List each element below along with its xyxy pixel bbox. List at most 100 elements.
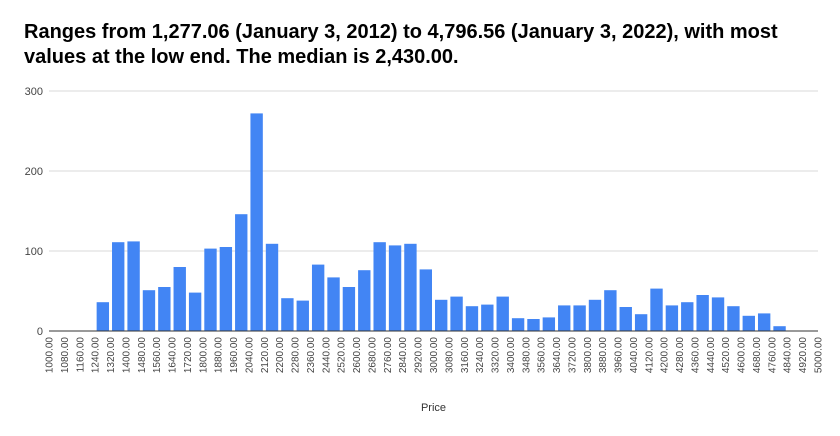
bar [496, 296, 509, 331]
x-tick-label: 3880.00 [598, 337, 609, 374]
y-tick-label: 200 [25, 166, 43, 178]
x-tick-label: 4200.00 [660, 337, 671, 374]
bar [388, 245, 402, 331]
x-tick-label: 3560.00 [537, 337, 548, 374]
y-axis-ticks: 0 100 200 300 [25, 86, 43, 338]
bar [542, 317, 556, 331]
x-tick-label: 4760.00 [767, 337, 778, 374]
x-tick-label: 1240.00 [91, 337, 102, 374]
bar [558, 305, 571, 331]
bar [142, 290, 156, 331]
bar [327, 277, 340, 331]
x-tick-label: 4360.00 [690, 337, 701, 374]
x-tick-label: 4600.00 [737, 337, 748, 374]
x-tick-label: 2600.00 [352, 337, 363, 374]
x-tick-label: 2440.00 [321, 337, 332, 374]
x-tick-label: 3960.00 [614, 337, 625, 374]
x-tick-label: 3400.00 [506, 337, 517, 374]
x-tick-label: 1160.00 [75, 337, 86, 373]
x-tick-label: 4520.00 [721, 337, 732, 374]
x-tick-label: 3640.00 [552, 337, 563, 374]
bar [373, 242, 386, 331]
bar [250, 113, 263, 332]
bar [219, 247, 233, 331]
bar [773, 326, 786, 331]
x-tick-label: 2280.00 [291, 337, 302, 374]
bar [311, 264, 325, 331]
x-tick-label: 1560.00 [152, 337, 163, 374]
bar [511, 318, 525, 331]
bar [450, 296, 463, 331]
x-tick-label: 3240.00 [475, 337, 486, 374]
bar [281, 298, 294, 331]
x-tick-label: 3720.00 [567, 337, 578, 374]
x-tick-label: 3320.00 [491, 337, 502, 374]
bar [481, 304, 494, 331]
x-tick-label: 4440.00 [706, 337, 717, 374]
gridlines [49, 90, 818, 252]
x-tick-label: 4040.00 [629, 337, 640, 374]
bar [235, 214, 248, 331]
x-tick-label: 1640.00 [168, 337, 179, 374]
x-tick-label: 1320.00 [106, 337, 117, 374]
bars [96, 113, 786, 332]
x-tick-label: 2120.00 [260, 337, 271, 374]
x-tick-label: 4920.00 [798, 337, 809, 374]
x-tick-label: 1080.00 [60, 337, 71, 374]
x-tick-label: 1400.00 [121, 337, 132, 374]
bar [204, 248, 217, 331]
x-tick-label: 1000.00 [45, 337, 56, 374]
bar [173, 267, 186, 331]
x-tick-label: 1800.00 [198, 337, 209, 374]
x-tick-label: 3800.00 [583, 337, 594, 374]
bar [188, 292, 202, 331]
bar [681, 302, 694, 331]
bar [727, 306, 740, 331]
x-tick-label: 3080.00 [444, 337, 455, 374]
bar [158, 287, 171, 331]
x-tick-label: 1720.00 [183, 337, 194, 374]
x-tick-label: 3480.00 [521, 337, 532, 374]
x-tick-label: 4840.00 [783, 337, 794, 374]
x-tick-label: 3000.00 [429, 337, 440, 374]
y-tick-label: 300 [25, 86, 43, 98]
y-tick-label: 100 [25, 246, 43, 258]
bar [634, 314, 648, 331]
bar [404, 243, 417, 331]
x-axis-label: Price [421, 402, 446, 414]
y-tick-label: 0 [37, 326, 43, 338]
bar [696, 295, 709, 331]
chart-title: Ranges from 1,277.06 (January 3, 2012) t… [24, 21, 778, 68]
x-tick-label: 1960.00 [229, 337, 240, 374]
x-tick-label: 4680.00 [752, 337, 763, 374]
x-tick-label: 2920.00 [414, 337, 425, 374]
x-tick-label: 2760.00 [383, 337, 394, 374]
bar [711, 297, 725, 331]
bar [96, 302, 110, 331]
x-tick-label: 2040.00 [244, 337, 255, 374]
bar [296, 300, 309, 331]
x-tick-label: 3160.00 [460, 337, 471, 374]
bar [419, 269, 432, 331]
x-tick-label: 2360.00 [306, 337, 317, 374]
bar [127, 241, 140, 331]
bar [604, 290, 617, 331]
x-tick-label: 2680.00 [367, 337, 378, 374]
x-tick-label: 4120.00 [644, 337, 655, 374]
bar [588, 299, 602, 331]
bar [342, 287, 356, 331]
x-tick-label: 2520.00 [337, 337, 348, 374]
bar [650, 288, 663, 331]
bar [465, 306, 479, 331]
x-tick-label: 1880.00 [214, 337, 225, 374]
bar [619, 307, 632, 331]
x-tick-label: 2200.00 [275, 337, 286, 374]
x-tick-label: 2840.00 [398, 337, 409, 374]
bar [265, 243, 279, 331]
x-tick-label: 4280.00 [675, 337, 686, 374]
bar [112, 242, 125, 331]
x-axis-ticks: 1000.00 1080.00 1160.00 1240.00 1320.00 1400.… [45, 337, 825, 374]
bar [435, 299, 448, 331]
bar [573, 305, 586, 331]
bar [527, 319, 540, 331]
